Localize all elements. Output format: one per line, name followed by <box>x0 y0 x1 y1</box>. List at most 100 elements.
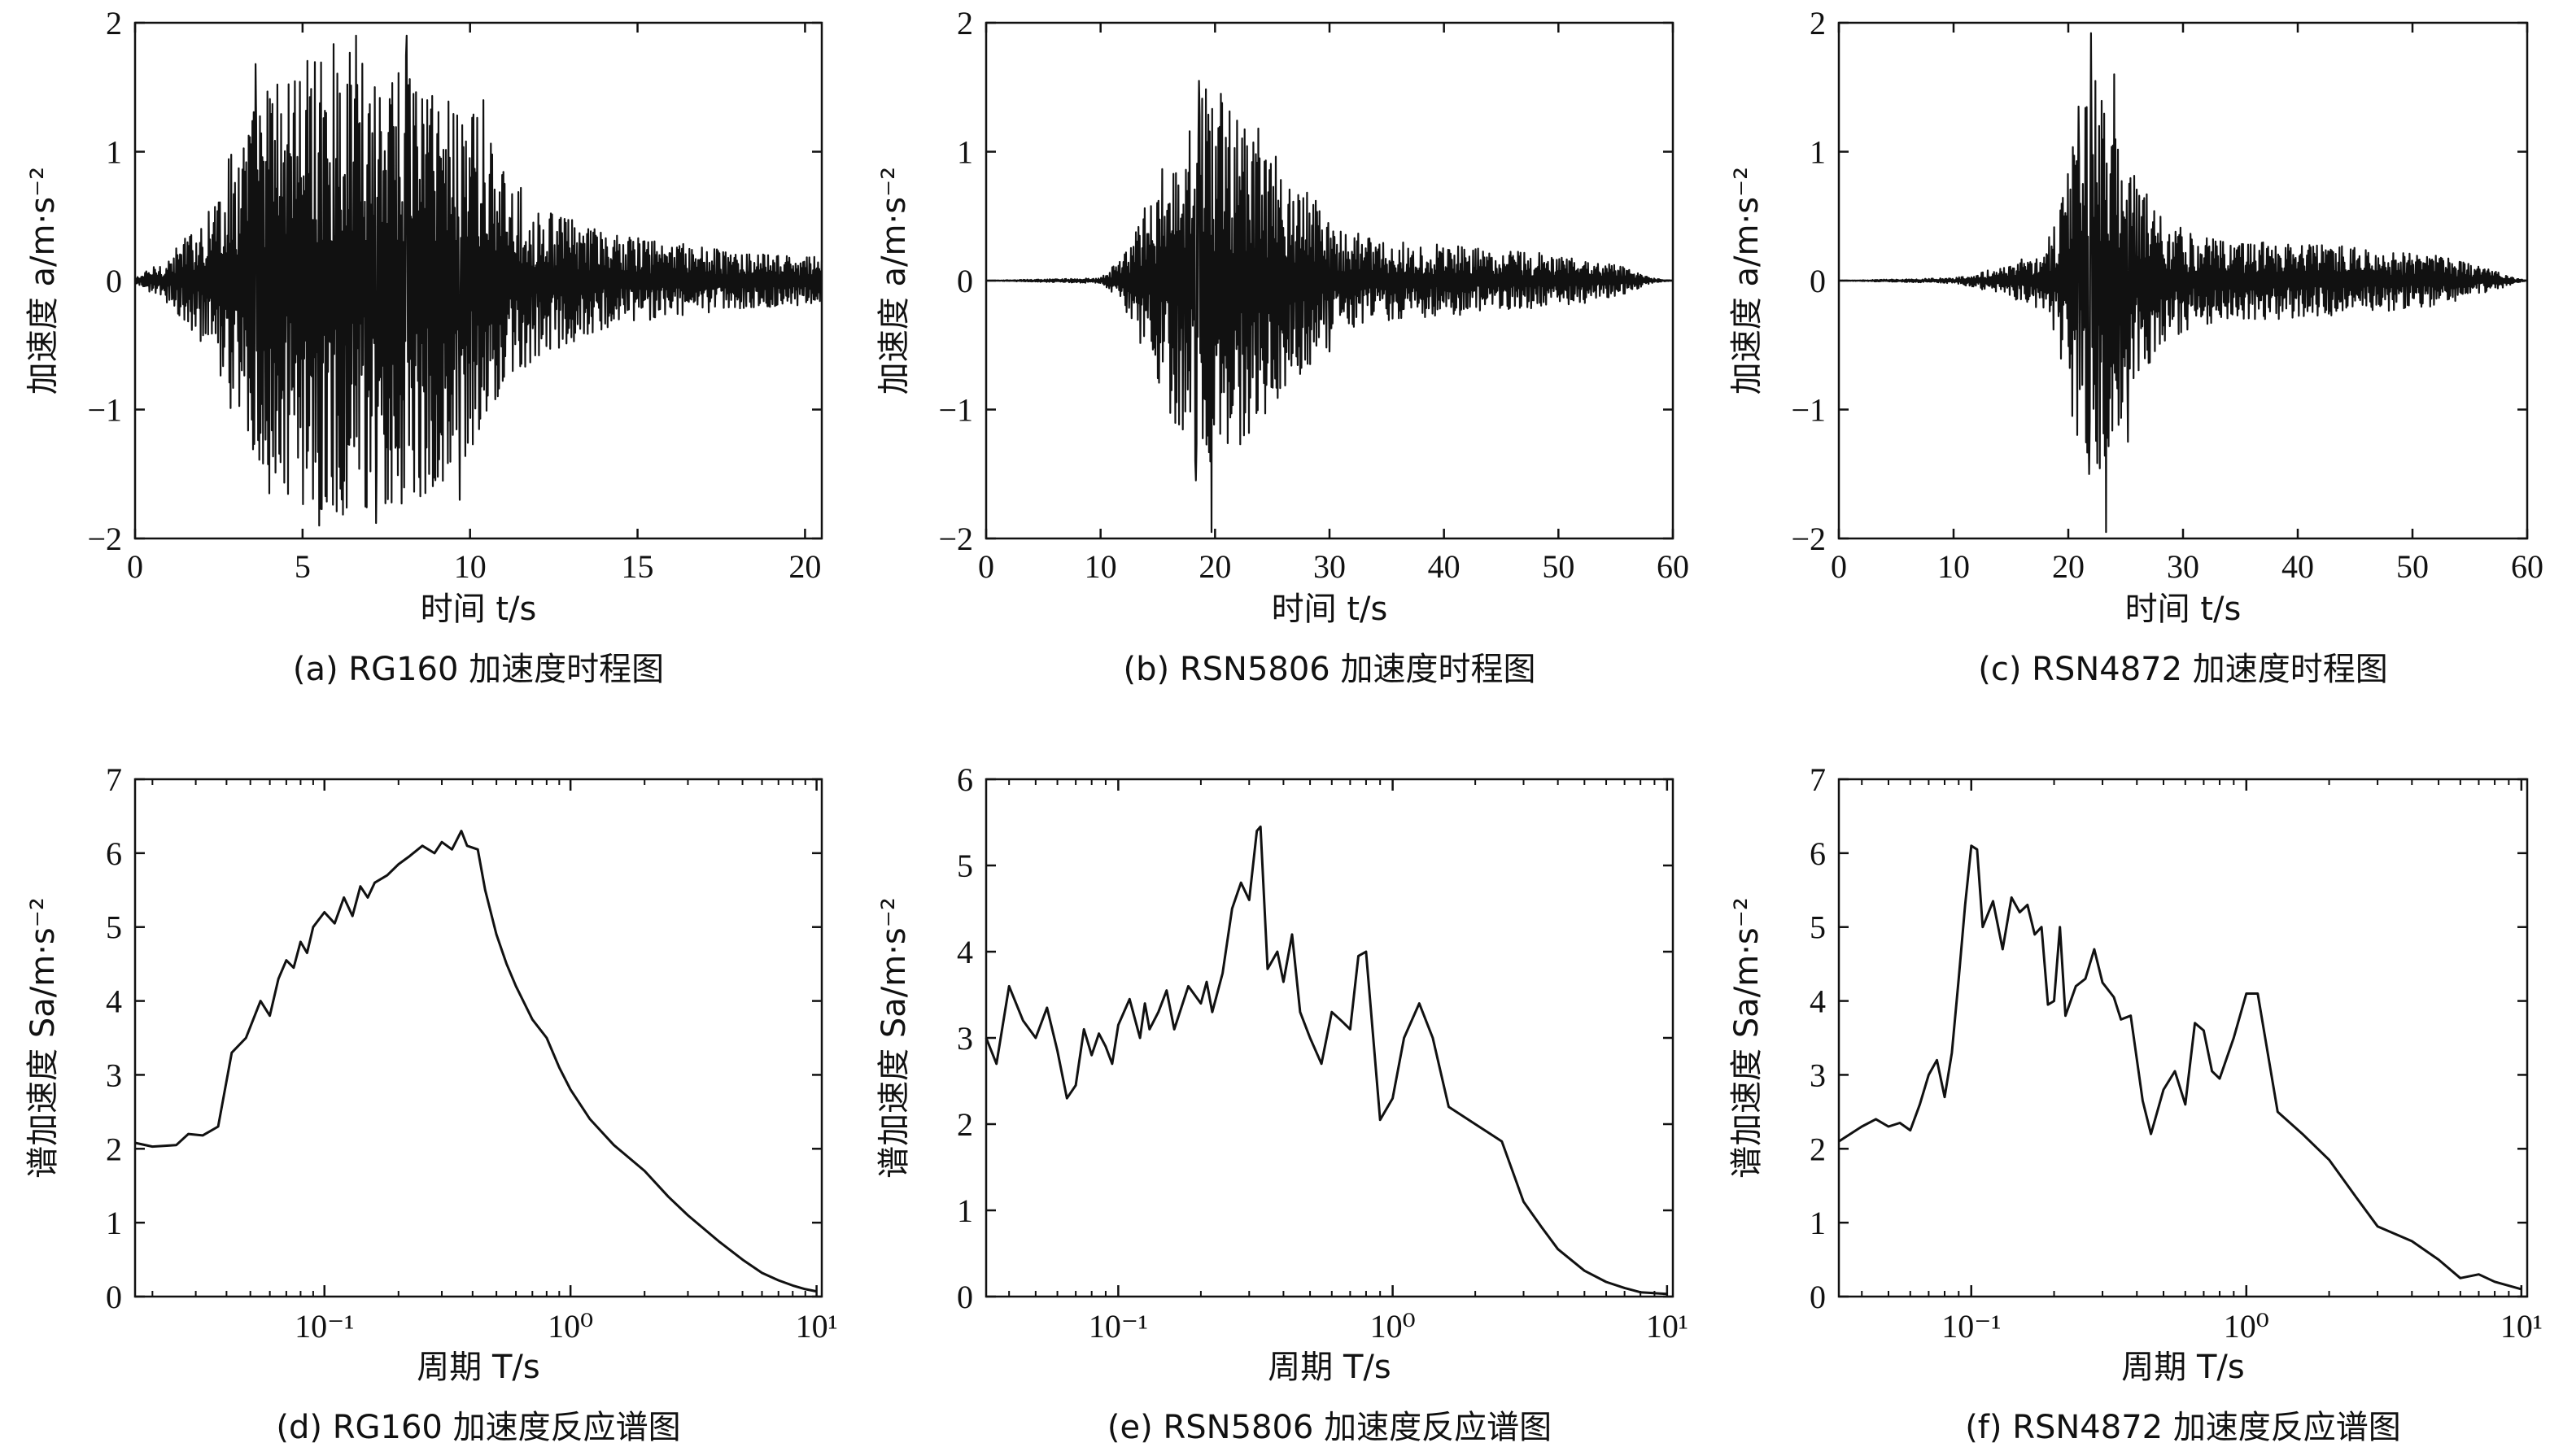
y-tick-label: −2 <box>87 521 122 557</box>
y-axis-label: 加速度 a/m·s⁻² <box>1728 167 1766 395</box>
y-tick-label: 1 <box>1810 1205 1826 1241</box>
x-tick-label: 60 <box>2511 548 2543 585</box>
y-tick-label: 2 <box>957 5 973 41</box>
x-tick-label: 15 <box>622 548 654 585</box>
x-axis-label: 周期 T/s <box>2121 1349 2244 1386</box>
panel-caption: (f) RSN4872 加速度反应谱图 <box>1965 1409 2401 1446</box>
panel-caption: (d) RG160 加速度反应谱图 <box>276 1409 680 1446</box>
x-tick-label: 10⁰ <box>548 1308 593 1345</box>
y-tick-label: 4 <box>106 983 122 1020</box>
y-tick-label: 0 <box>1810 1279 1826 1315</box>
y-tick-label: 0 <box>957 1279 973 1315</box>
y-tick-label: 6 <box>1810 835 1826 872</box>
y-tick-label: 5 <box>1810 909 1826 946</box>
y-tick-label: 1 <box>106 134 122 171</box>
y-tick-label: 1 <box>1810 134 1826 171</box>
x-tick-label: 60 <box>1657 548 1689 585</box>
data-series-line <box>1838 32 2528 534</box>
x-tick-label: 10 <box>1085 548 1117 585</box>
x-tick-label: 10⁰ <box>2224 1308 2269 1345</box>
x-tick-label: 10 <box>1937 548 1970 585</box>
y-tick-label: 2 <box>1810 1131 1826 1167</box>
y-axis-label: 加速度 a/m·s⁻² <box>875 167 913 395</box>
x-tick-label: 20 <box>2052 548 2085 585</box>
panel-caption: (b) RSN5806 加速度时程图 <box>1124 651 1536 688</box>
x-tick-label: 40 <box>1428 548 1461 585</box>
panel-caption: (c) RSN4872 加速度时程图 <box>1978 651 2388 688</box>
x-tick-label: 10¹ <box>796 1308 838 1345</box>
x-tick-label: 40 <box>2281 548 2314 585</box>
data-series-line <box>134 830 817 1293</box>
x-tick-label: 0 <box>1831 548 1847 585</box>
x-tick-label: 10⁻¹ <box>1941 1308 2001 1345</box>
y-tick-label: 7 <box>1810 761 1826 798</box>
y-axis-label: 谱加速度 Sa/m·s⁻² <box>1728 897 1766 1179</box>
y-tick-label: 0 <box>106 1279 122 1315</box>
y-tick-label: 4 <box>1810 983 1826 1020</box>
data-series-line <box>1838 844 2522 1291</box>
y-tick-label: 7 <box>106 761 122 798</box>
x-tick-label: 0 <box>127 548 143 585</box>
chart-panel-d: 0 1 2 3 4 5 6 7 10⁻¹ 10⁰ 10¹ 谱加速度 Sa/m·s⁻² 周期 T/s (d)… <box>24 761 838 1446</box>
plot-frame <box>133 778 823 1298</box>
x-tick-label: 10⁻¹ <box>295 1308 354 1345</box>
x-axis-label: 时间 t/s <box>421 591 537 628</box>
y-tick-label: −1 <box>938 392 973 429</box>
y-tick-label: 6 <box>106 835 122 872</box>
y-tick-label: −2 <box>1791 521 1826 557</box>
y-tick-label: 1 <box>957 1192 973 1229</box>
y-tick-label: 0 <box>957 263 973 299</box>
y-tick-label: 5 <box>957 848 973 884</box>
y-tick-label: 2 <box>106 1131 122 1167</box>
data-series-line <box>133 34 823 527</box>
x-tick-label: 30 <box>2167 548 2199 585</box>
y-axis-label: 谱加速度 Sa/m·s⁻² <box>24 897 62 1179</box>
panel-caption: (e) RSN5806 加速度反应谱图 <box>1107 1409 1552 1446</box>
plot-frame <box>1837 778 2529 1298</box>
y-tick-label: 6 <box>957 761 973 798</box>
x-tick-label: 0 <box>978 548 994 585</box>
y-tick-label: 0 <box>1810 263 1826 299</box>
y-tick-label: 2 <box>957 1106 973 1143</box>
data-series-line <box>985 825 1667 1296</box>
y-tick-label: −1 <box>87 392 122 429</box>
y-tick-label: 2 <box>106 5 122 41</box>
y-tick-label: −2 <box>938 521 973 557</box>
x-tick-label: 30 <box>1313 548 1346 585</box>
data-series-line <box>985 80 1674 534</box>
x-tick-label: 10¹ <box>2500 1308 2543 1345</box>
chart-panel-f: 0 1 2 3 4 5 6 7 10⁻¹ 10⁰ 10¹ 谱加速度 Sa/m·s⁻² 周期 T/s (f)… <box>1728 761 2543 1446</box>
x-tick-label: 10 <box>454 548 487 585</box>
x-axis-label: 时间 t/s <box>2125 591 2242 628</box>
y-tick-label: 3 <box>1810 1057 1826 1093</box>
chart-panel-e: 0 1 2 3 4 5 6 10⁻¹ 10⁰ 10¹ 谱加速度 Sa/m·s⁻² 周期 T/s (e) … <box>875 761 1688 1446</box>
y-tick-label: 3 <box>106 1057 122 1093</box>
y-tick-label: 1 <box>957 134 973 171</box>
y-axis-label: 谱加速度 Sa/m·s⁻² <box>875 897 913 1179</box>
panel-caption: (a) RG160 加速度时程图 <box>293 651 664 688</box>
x-tick-label: 50 <box>1542 548 1574 585</box>
y-tick-label: 4 <box>957 934 973 970</box>
x-tick-label: 10⁰ <box>1370 1308 1416 1345</box>
x-tick-label: 5 <box>295 548 311 585</box>
x-tick-label: 10¹ <box>1646 1308 1688 1345</box>
x-tick-label: 10⁻¹ <box>1089 1308 1148 1345</box>
y-tick-label: 3 <box>957 1020 973 1057</box>
y-tick-label: 0 <box>106 263 122 299</box>
y-tick-label: −1 <box>1791 392 1826 429</box>
y-tick-label: 5 <box>106 909 122 946</box>
x-tick-label: 20 <box>1199 548 1231 585</box>
y-axis-label: 加速度 a/m·s⁻² <box>24 167 62 395</box>
x-axis-label: 时间 t/s <box>1272 591 1388 628</box>
x-axis-label: 周期 T/s <box>1268 1349 1391 1386</box>
x-tick-label: 20 <box>788 548 821 585</box>
x-tick-label: 50 <box>2396 548 2429 585</box>
y-tick-label: 2 <box>1810 5 1826 41</box>
x-axis-label: 周期 T/s <box>417 1349 539 1386</box>
plot-frame <box>985 778 1674 1298</box>
y-tick-label: 1 <box>106 1205 122 1241</box>
